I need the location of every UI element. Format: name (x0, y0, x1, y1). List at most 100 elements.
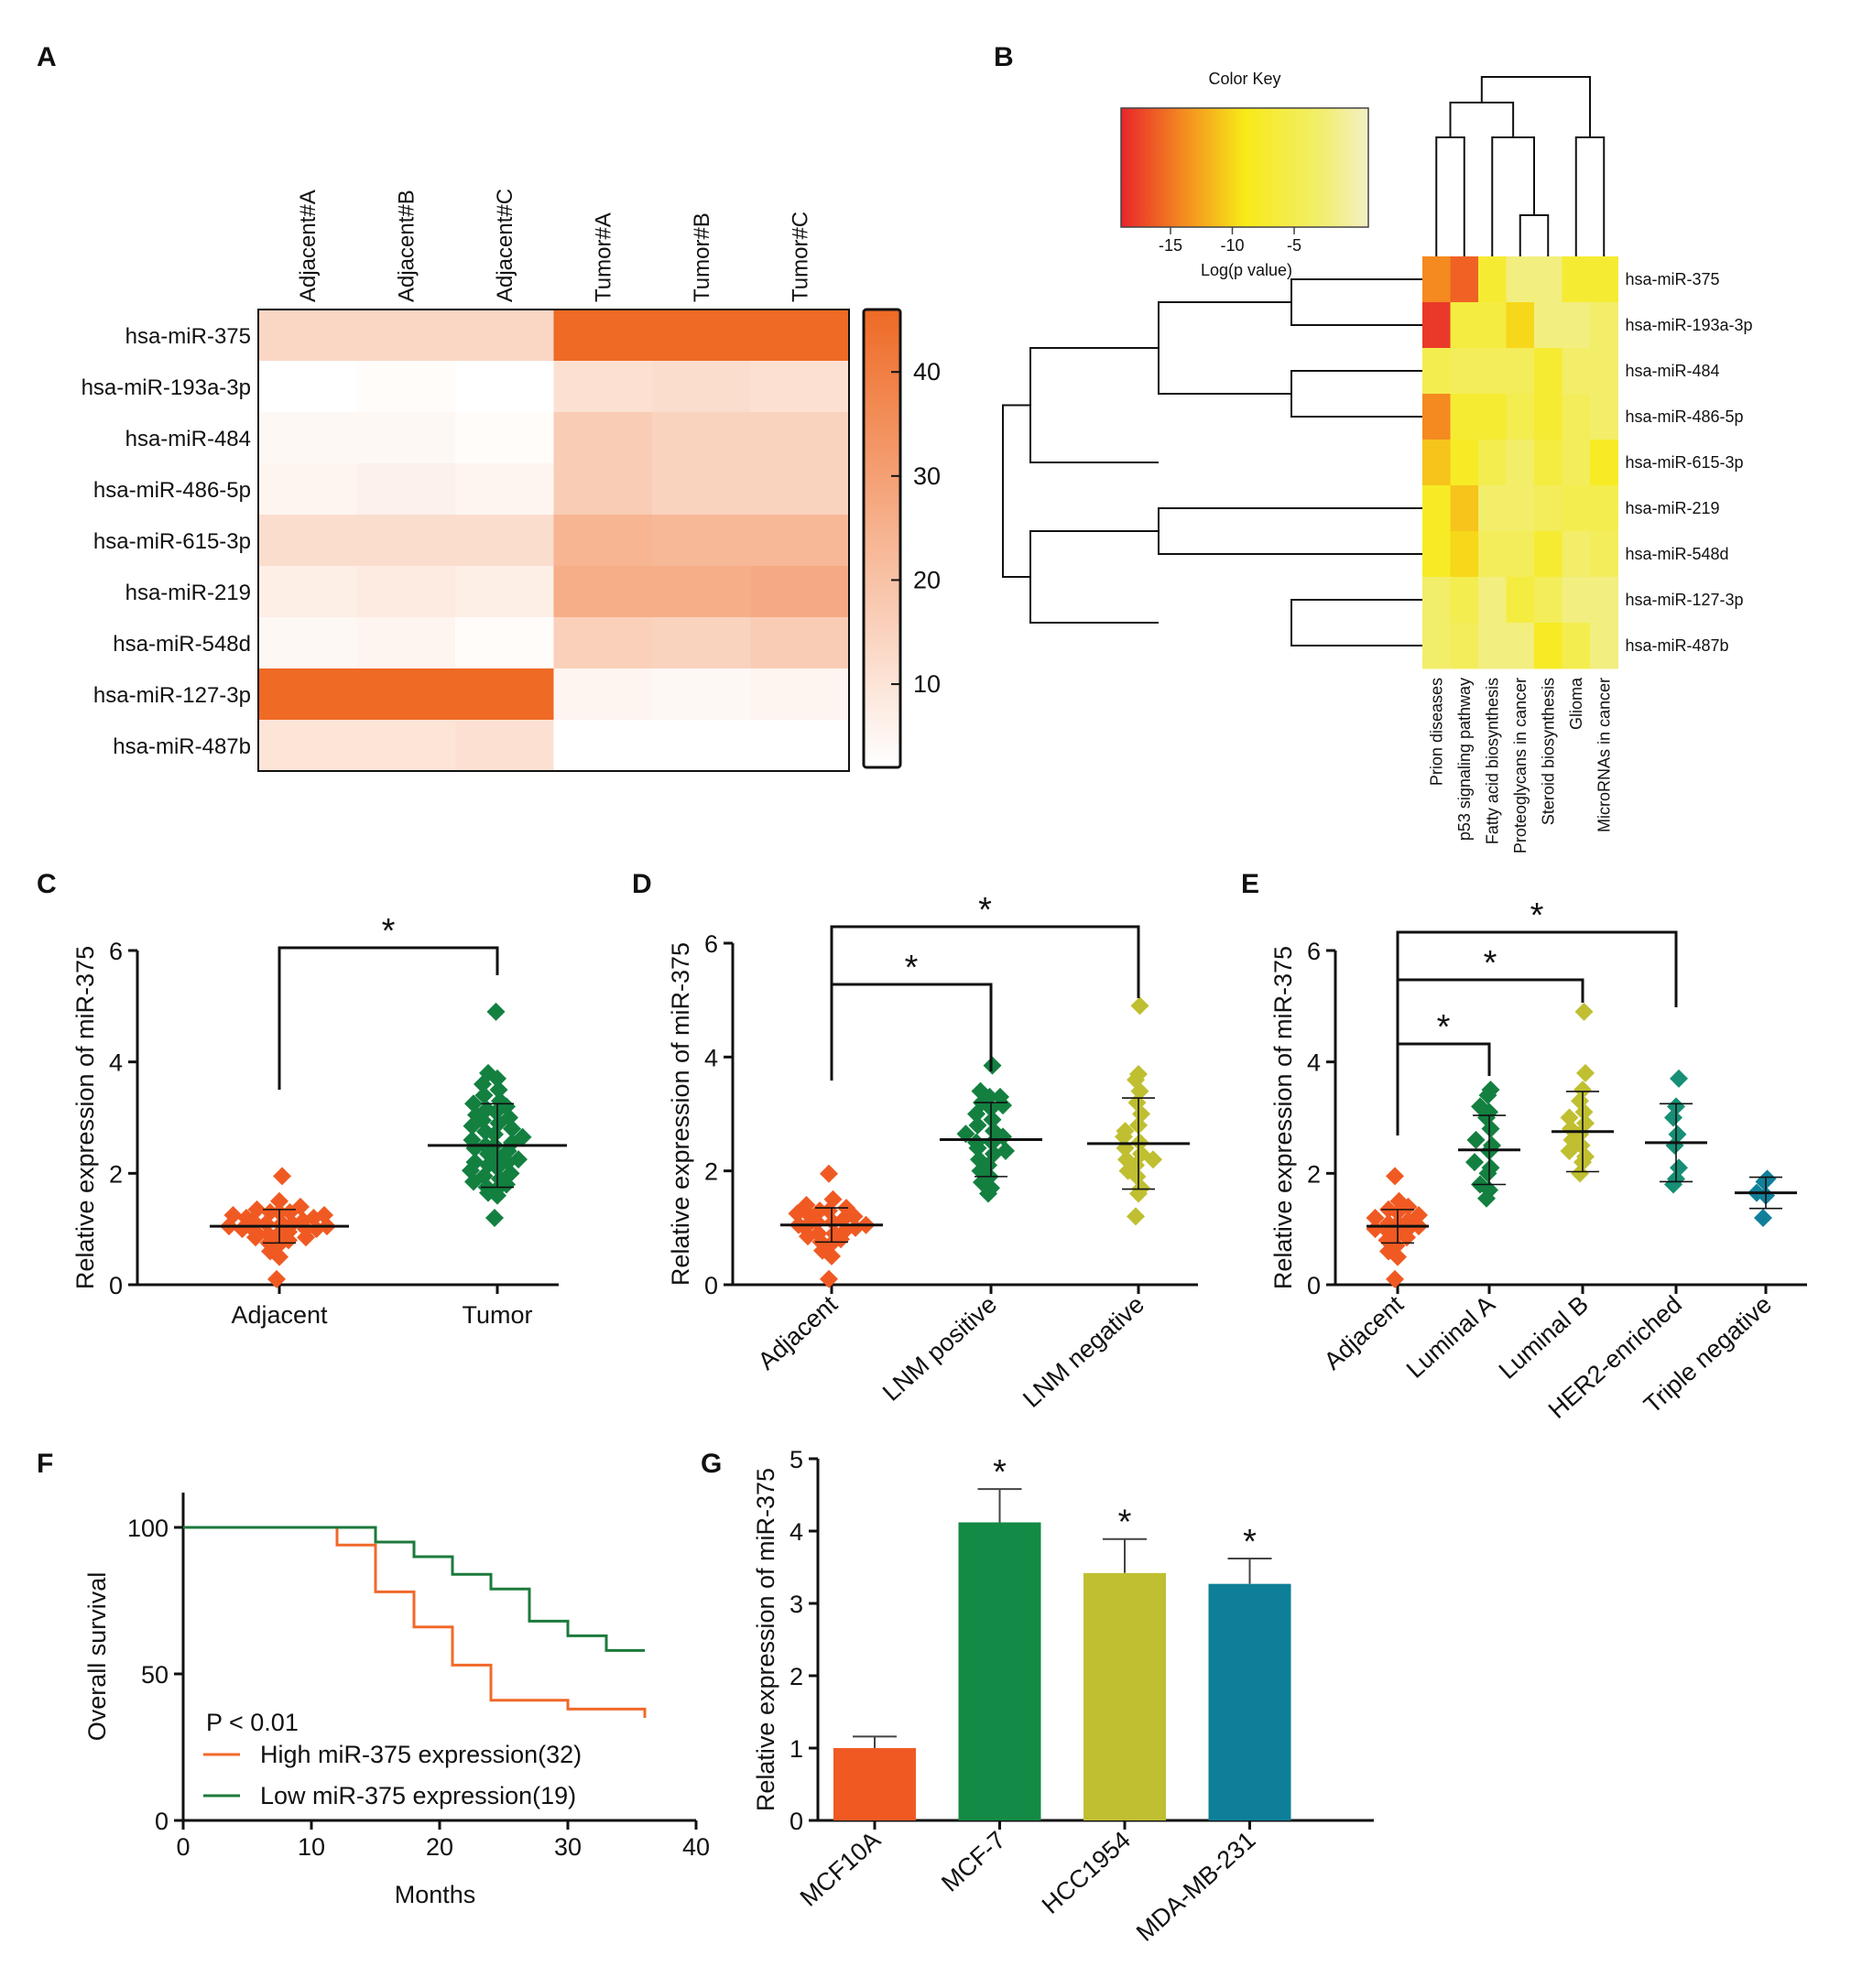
colorbar-tick-label: 30 (913, 462, 941, 490)
y-tick-label: 4 (1307, 1049, 1321, 1077)
data-point (223, 1205, 243, 1224)
y-tick-label: 100 (127, 1515, 169, 1542)
data-point (273, 1167, 291, 1186)
pathway-heatmap-cell (1590, 531, 1618, 578)
colorbar-tick-label: 20 (913, 566, 941, 593)
pathway-heatmap-cell (1422, 348, 1451, 395)
data-point (1574, 1002, 1594, 1021)
x-axis-title: Months (395, 1881, 476, 1908)
heatmap-cell (553, 720, 653, 772)
data-point (509, 1150, 528, 1169)
pathway-row-label: hsa-miR-486-5p (1626, 407, 1744, 426)
data-point (1410, 1205, 1428, 1224)
heatmap-row-label: hsa-miR-193a-3p (82, 375, 251, 400)
panel-a-heatmap: hsa-miR-375 hsa-miR-193a-3p hsa-miR-484 hsa… (82, 189, 941, 772)
pathway-row-label: hsa-miR-193a-3p (1626, 316, 1753, 334)
data-point (967, 1133, 985, 1152)
data-point (985, 1122, 1003, 1141)
heatmap-cell (750, 463, 850, 516)
data-point (1481, 1158, 1500, 1178)
heatmap-cell (455, 668, 554, 721)
data-point (270, 1191, 289, 1211)
heatmap-cell (356, 463, 456, 516)
data-point (797, 1195, 816, 1214)
pathway-heatmap-cell (1450, 302, 1479, 349)
heatmap-cell (356, 361, 456, 413)
pathway-heatmap-cell (1534, 256, 1563, 303)
heatmap-row-label: hsa-miR-615-3p (93, 529, 251, 554)
heatmap-cell (750, 361, 850, 413)
heatmap-cell (652, 361, 751, 413)
heatmap-cell (258, 310, 357, 362)
pathway-heatmap-cell (1506, 302, 1535, 349)
y-axis-title: Overall survival (83, 1572, 111, 1742)
data-point (1130, 996, 1149, 1016)
data-point (465, 1153, 485, 1172)
pathway-heatmap-cell (1506, 531, 1535, 578)
heatmap-cell (455, 515, 554, 567)
y-tick-label: 4 (789, 1518, 803, 1546)
pathway-heatmap-cell (1590, 485, 1618, 532)
data-point (970, 1150, 988, 1169)
heatmap-cell (258, 720, 357, 772)
y-tick-label: 1 (789, 1735, 803, 1763)
pathway-heatmap-cell (1478, 348, 1507, 395)
data-point (820, 1164, 838, 1183)
heatmap-cell (356, 310, 456, 362)
survival-curve (183, 1526, 647, 1718)
data-point (1366, 1209, 1385, 1227)
pathway-heatmap-cell (1478, 623, 1507, 669)
pathway-heatmap-cell (1534, 623, 1563, 669)
pathway-heatmap-cell (1478, 256, 1507, 303)
heatmap-cell (553, 617, 653, 669)
data-point (479, 1063, 497, 1082)
data-point (1466, 1130, 1486, 1149)
color-key-tick-label: -15 (1159, 236, 1182, 255)
panel-label-e: E (1241, 869, 1259, 899)
pathway-heatmap-cell (1534, 531, 1563, 578)
x-tick-label: 30 (554, 1833, 582, 1861)
pathway-row-label: hsa-miR-127-3p (1626, 591, 1744, 609)
y-tick-label: 3 (789, 1591, 803, 1618)
column-dendrogram-branch (1480, 76, 1591, 137)
pathway-column-label: MicroRNAs in cancer (1595, 678, 1613, 832)
pathway-heatmap-cell (1478, 485, 1507, 532)
heatmap-cell (750, 515, 850, 567)
pathway-column-label: Prion diseases (1427, 678, 1445, 786)
heatmap-cell (553, 668, 653, 721)
significance-bracket (830, 983, 993, 1081)
colorbar-tick-label: 40 (913, 358, 941, 386)
panel-label-g: G (701, 1449, 722, 1479)
data-point (477, 1100, 496, 1119)
heatmap-cell (652, 566, 751, 618)
pathway-row-label: hsa-miR-615-3p (1626, 453, 1744, 472)
pathway-heatmap-cell (1562, 440, 1591, 486)
data-point (1562, 1119, 1580, 1138)
data-point (994, 1096, 1012, 1115)
heatmap-cell (553, 515, 653, 567)
panel-label-b: B (994, 42, 1014, 72)
x-tick-label: 10 (298, 1833, 325, 1861)
pathway-heatmap-cell (1590, 440, 1618, 486)
data-point (971, 1081, 990, 1101)
y-tick-label: 4 (704, 1044, 718, 1071)
data-point (267, 1269, 286, 1288)
data-point (513, 1127, 532, 1146)
significance-bracket (278, 946, 499, 1090)
x-tick-label: Adjacent (231, 1301, 328, 1329)
significance-bracket (830, 925, 1140, 998)
y-tick-label: 0 (1307, 1272, 1321, 1299)
significance-star: * (1484, 944, 1497, 983)
significance-star: * (905, 949, 919, 987)
heatmap-cell (750, 566, 850, 618)
pathway-heatmap-cell (1422, 302, 1451, 349)
pathway-heatmap-cell (1506, 485, 1535, 532)
x-tick-label: Tumor (462, 1301, 532, 1329)
pathway-heatmap-cell (1450, 531, 1479, 578)
survival-curve (183, 1526, 645, 1652)
significance-star: * (978, 891, 992, 929)
heatmap-cell (652, 412, 751, 464)
heatmap-cell (553, 463, 653, 516)
pathway-heatmap-cell (1422, 485, 1451, 532)
heatmap-cell (455, 361, 554, 413)
